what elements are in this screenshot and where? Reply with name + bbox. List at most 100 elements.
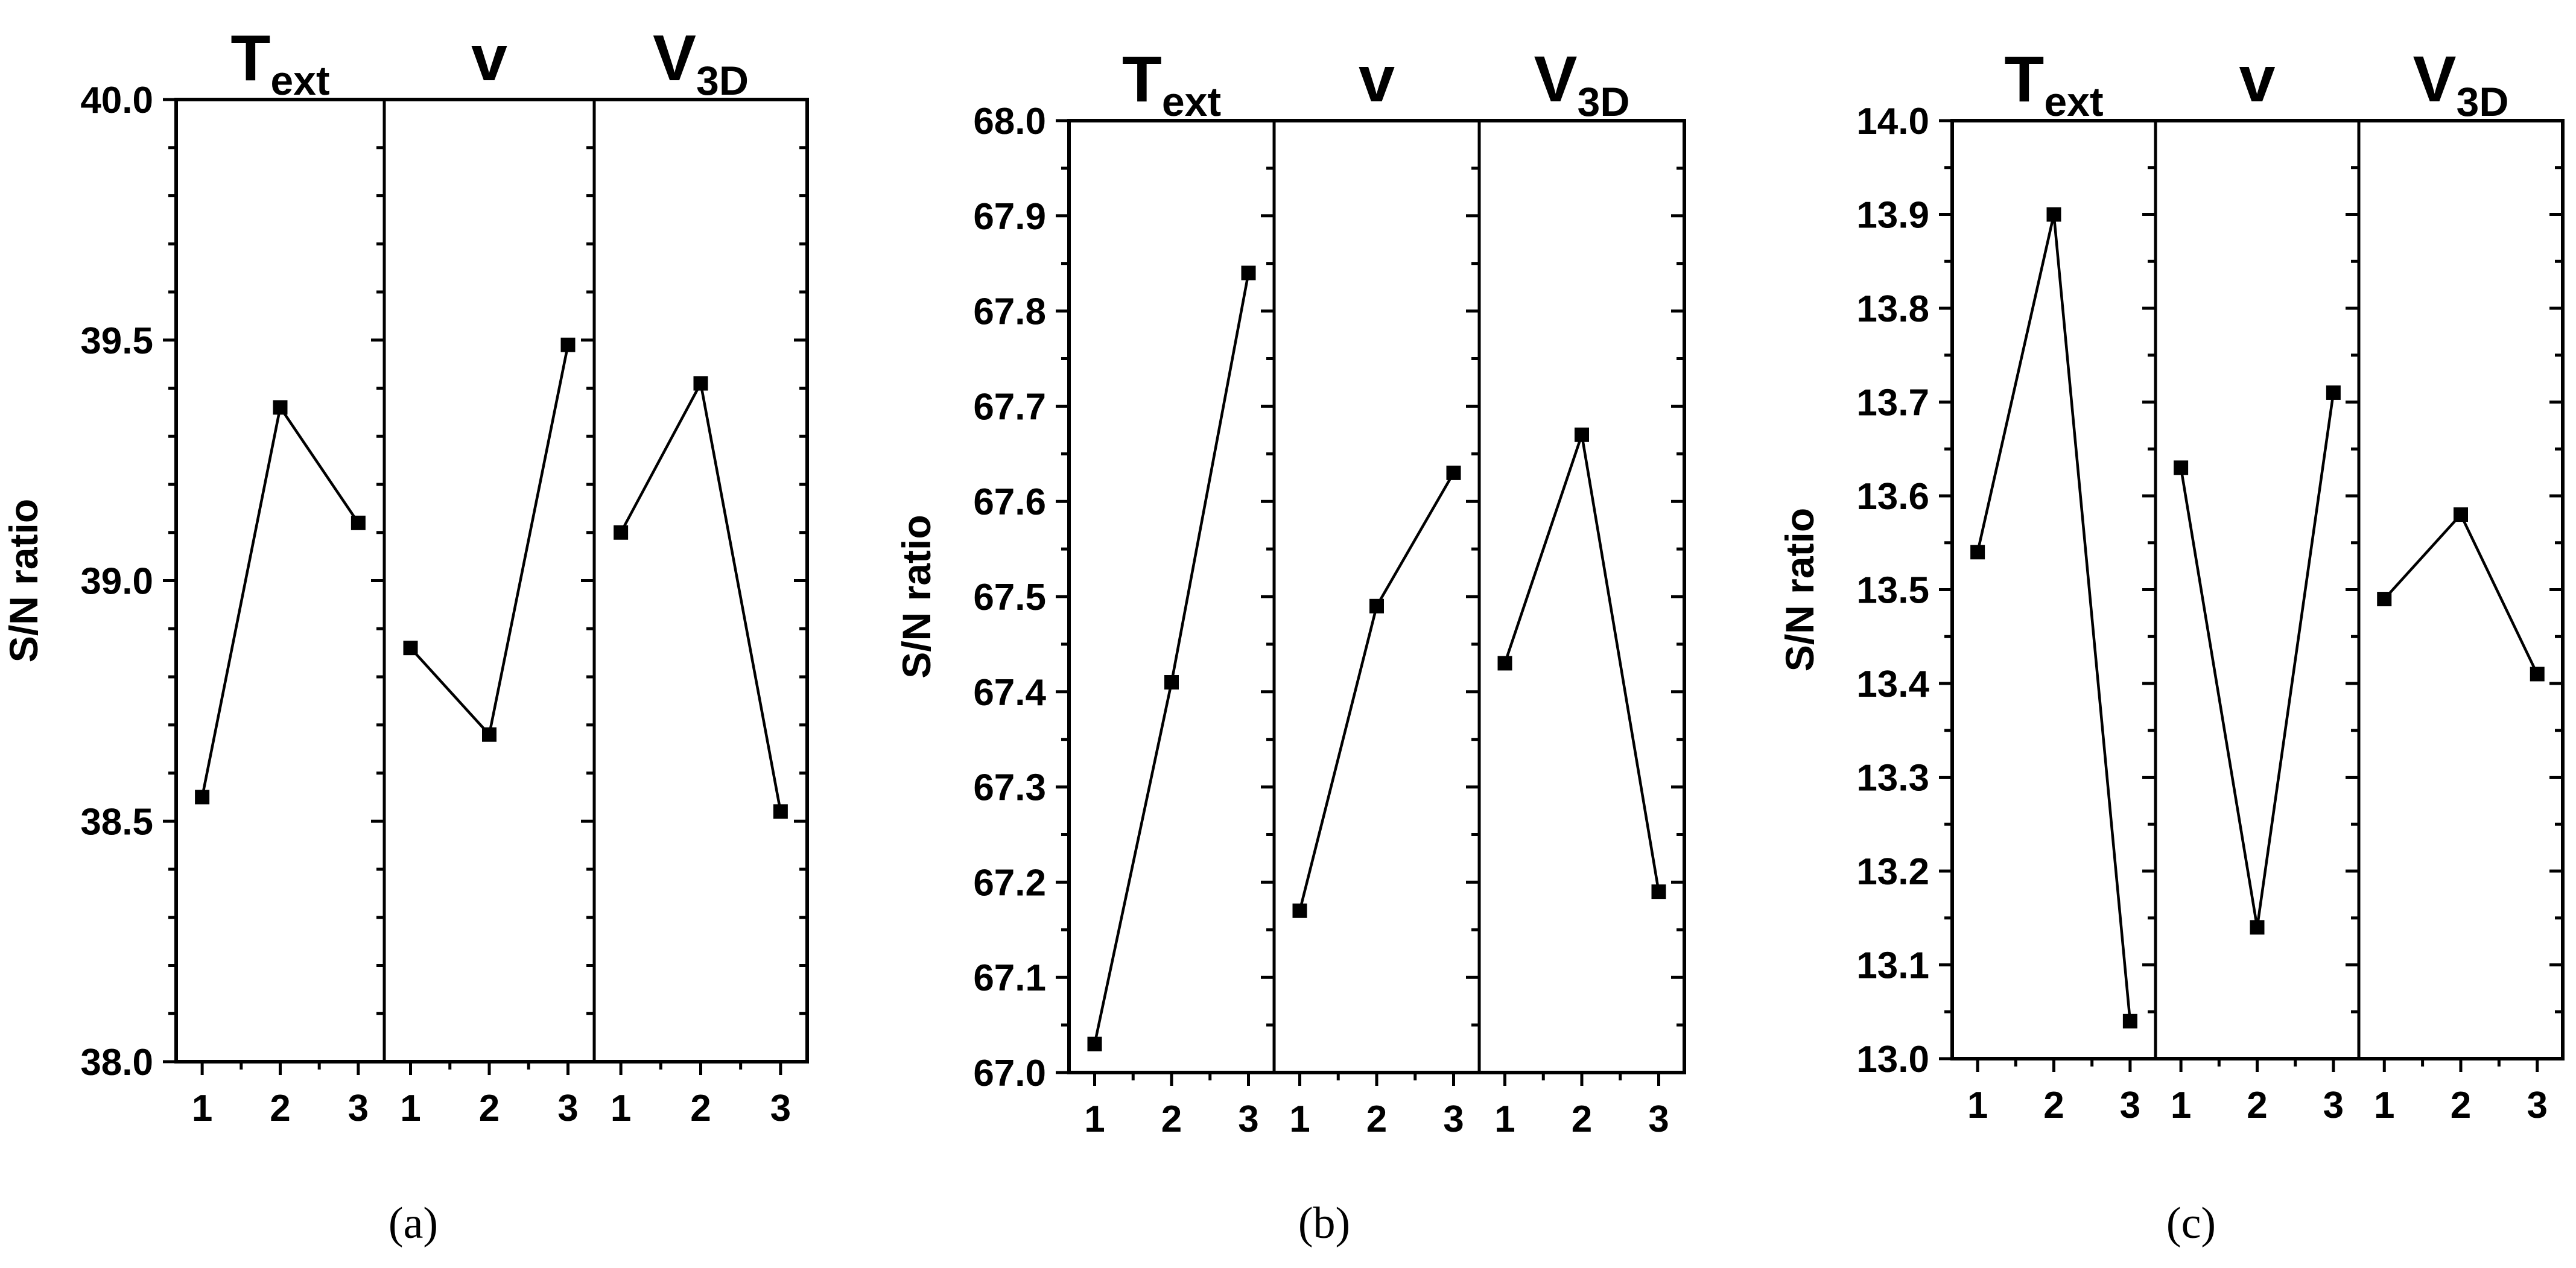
panel-title-subscript: ext bbox=[270, 58, 329, 104]
y-tick-label: 38.0 bbox=[80, 1042, 153, 1083]
x-tick-label: 1 bbox=[611, 1088, 631, 1129]
y-tick-label: 13.4 bbox=[1856, 664, 1929, 705]
series-line bbox=[620, 379, 782, 812]
figure-caption: (c) bbox=[2166, 1199, 2216, 1248]
data-point-marker bbox=[1497, 656, 1512, 671]
series-line bbox=[2179, 392, 2335, 928]
panel-title: Text bbox=[230, 21, 329, 104]
data-point-marker bbox=[1970, 545, 1985, 560]
y-tick-label: 67.8 bbox=[973, 291, 1046, 333]
y-tick-label: 13.0 bbox=[1856, 1039, 1929, 1080]
data-point-marker bbox=[1651, 884, 1666, 899]
x-tick-label: 3 bbox=[348, 1088, 369, 1129]
x-tick-label: 3 bbox=[770, 1088, 791, 1129]
data-point-marker bbox=[1575, 427, 1589, 442]
y-tick-label: 67.4 bbox=[973, 672, 1046, 714]
x-tick-label: 2 bbox=[2247, 1085, 2267, 1126]
panel-2-1: v 1 2 3 bbox=[2171, 42, 2344, 1126]
panel-0-2: V3D 1 2 3 bbox=[611, 21, 791, 1129]
panel-title-subscript: 3D bbox=[1578, 79, 1630, 125]
x-tick-label: 1 bbox=[192, 1088, 212, 1129]
x-tick-label: 2 bbox=[1366, 1098, 1387, 1140]
y-tick-label: 67.0 bbox=[973, 1053, 1046, 1094]
panel-0-0: Text 1 2 3 bbox=[192, 21, 369, 1129]
data-point-marker bbox=[2454, 507, 2468, 522]
x-tick-label: 1 bbox=[1967, 1085, 1988, 1126]
y-tick-label: 13.6 bbox=[1856, 476, 1929, 518]
data-point-marker bbox=[351, 515, 366, 530]
y-tick-label: 13.9 bbox=[1856, 195, 1929, 236]
y-tick-label: 67.2 bbox=[973, 862, 1046, 904]
x-tick-label: 1 bbox=[2171, 1085, 2191, 1126]
y-tick-label: 38.5 bbox=[80, 801, 153, 843]
panel-2-2: V3D 1 2 3 bbox=[2374, 42, 2548, 1126]
x-tick-label: 2 bbox=[1572, 1098, 1592, 1140]
x-tick-label: 2 bbox=[1161, 1098, 1182, 1140]
data-point-marker bbox=[195, 790, 210, 805]
panel-1-1: v 1 2 3 bbox=[1289, 42, 1464, 1140]
series-line bbox=[2383, 512, 2539, 675]
data-point-marker bbox=[2326, 385, 2341, 400]
x-tick-label: 1 bbox=[1494, 1098, 1515, 1140]
x-tick-label: 2 bbox=[270, 1088, 290, 1129]
data-point-marker bbox=[1164, 675, 1179, 690]
panel-title: V3D bbox=[2413, 42, 2509, 125]
y-tick-label: 13.1 bbox=[1856, 945, 1929, 987]
panel-title: v bbox=[471, 21, 507, 94]
data-point-marker bbox=[1446, 465, 1461, 480]
series-line bbox=[200, 404, 360, 797]
y-tick-label: 67.7 bbox=[973, 386, 1046, 428]
panel-2-0: Text 1 2 3 bbox=[1967, 42, 2140, 1126]
x-tick-label: 2 bbox=[690, 1088, 711, 1129]
x-tick-label: 2 bbox=[2043, 1085, 2064, 1126]
data-point-marker bbox=[773, 804, 788, 819]
panel-1-0: Text 1 2 3 bbox=[1084, 42, 1258, 1140]
panel-title: v bbox=[2239, 42, 2275, 115]
chart-2: 13.0 13.1 13.2 13.3 13.4 13.5 13.6 13.7 13.8 13.9… bbox=[1777, 42, 2565, 1248]
y-tick-label: 67.9 bbox=[973, 196, 1046, 238]
y-tick-label: 13.3 bbox=[1856, 758, 1929, 799]
data-point-marker bbox=[2174, 460, 2189, 475]
y-tick-label: 39.5 bbox=[80, 320, 153, 362]
y-tick-label: 67.3 bbox=[973, 767, 1046, 809]
panel-title: v bbox=[1359, 42, 1395, 115]
x-tick-label: 2 bbox=[479, 1088, 500, 1129]
data-point-marker bbox=[1292, 903, 1307, 918]
x-tick-label: 1 bbox=[2374, 1085, 2394, 1126]
series-line bbox=[409, 344, 569, 738]
panel-0-1: v 1 2 3 bbox=[400, 21, 578, 1129]
data-point-marker bbox=[1369, 598, 1384, 613]
panel-title-subscript: 3D bbox=[2457, 79, 2509, 125]
plot-frame bbox=[1067, 119, 1686, 1074]
series-line bbox=[1503, 434, 1660, 892]
y-tick-label: 40.0 bbox=[80, 80, 153, 121]
y-tick-label: 67.5 bbox=[973, 577, 1046, 618]
x-tick-label: 1 bbox=[1084, 1098, 1105, 1140]
y-tick-label: 68.0 bbox=[973, 101, 1046, 142]
y-tick-label: 13.5 bbox=[1856, 570, 1929, 612]
x-tick-label: 1 bbox=[400, 1088, 420, 1129]
x-tick-label: 3 bbox=[2323, 1085, 2344, 1126]
data-point-marker bbox=[482, 727, 496, 742]
panel-title-subscript: 3D bbox=[696, 58, 749, 104]
panel-title: Text bbox=[1122, 42, 1221, 125]
panel-title: V3D bbox=[653, 21, 749, 104]
y-axis-title: S/N ratio bbox=[1777, 508, 1822, 671]
chart-1: 67.0 67.1 67.2 67.3 67.4 67.5 67.6 67.7 67.8 67.9… bbox=[894, 42, 1686, 1248]
data-point-marker bbox=[2046, 207, 2061, 222]
x-tick-label: 3 bbox=[2527, 1085, 2548, 1126]
x-tick-label: 3 bbox=[1648, 1098, 1669, 1140]
x-tick-label: 3 bbox=[557, 1088, 578, 1129]
series-line bbox=[1976, 214, 2132, 1022]
figure-caption: (b) bbox=[1298, 1199, 1350, 1248]
data-point-marker bbox=[693, 376, 708, 391]
y-tick-label: 14.0 bbox=[1856, 101, 1929, 142]
panel-title-subscript: ext bbox=[1162, 79, 1221, 125]
data-point-marker bbox=[2530, 667, 2545, 682]
data-point-marker bbox=[1241, 265, 1256, 281]
panel-title: V3D bbox=[1534, 42, 1630, 125]
panel-title-subscript: ext bbox=[2044, 79, 2103, 125]
series-line bbox=[1298, 472, 1455, 911]
x-tick-label: 2 bbox=[2451, 1085, 2471, 1126]
